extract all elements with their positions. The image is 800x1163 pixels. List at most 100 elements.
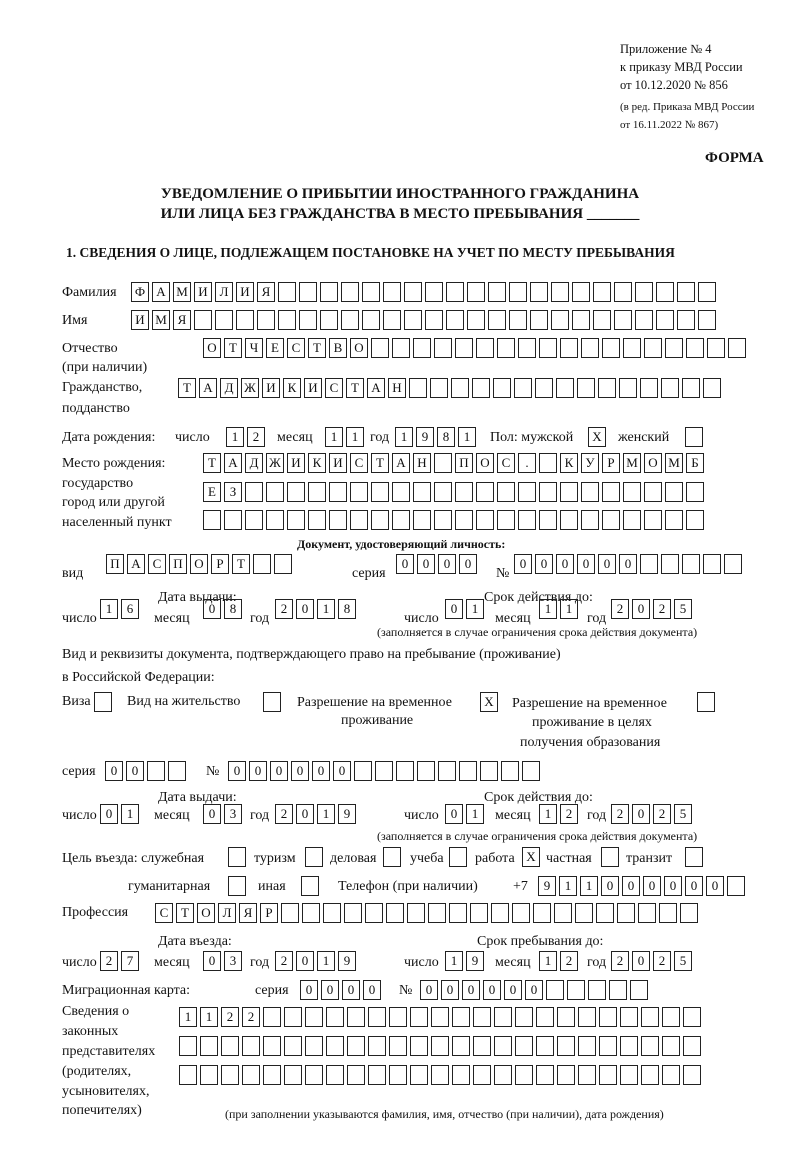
char-cell[interactable]: 1 (100, 599, 118, 619)
char-cell[interactable] (350, 510, 368, 530)
char-cell[interactable] (665, 482, 683, 502)
char-cell[interactable] (455, 338, 473, 358)
char-cell[interactable]: И (304, 378, 322, 398)
char-cell[interactable] (683, 1036, 701, 1056)
char-cell[interactable]: Л (218, 903, 236, 923)
char-cell[interactable] (308, 510, 326, 530)
char-cell[interactable]: 2 (100, 951, 118, 971)
char-cell[interactable]: О (197, 903, 215, 923)
char-cell[interactable] (362, 282, 380, 302)
char-cell[interactable]: 8 (224, 599, 242, 619)
char-cell[interactable] (644, 338, 662, 358)
char-cell[interactable] (278, 282, 296, 302)
char-cell[interactable]: 2 (275, 599, 293, 619)
char-cell[interactable]: 1 (539, 951, 557, 971)
char-cell[interactable]: 2 (560, 804, 578, 824)
char-cell[interactable] (494, 1036, 512, 1056)
char-cell[interactable] (685, 847, 703, 867)
char-cell[interactable]: 0 (622, 876, 640, 896)
char-cell[interactable] (599, 1007, 617, 1027)
char-cell[interactable]: 1 (395, 427, 413, 447)
char-cell[interactable]: 2 (221, 1007, 239, 1027)
char-cell[interactable] (236, 310, 254, 330)
char-cell[interactable]: 2 (275, 951, 293, 971)
char-cell[interactable]: 0 (321, 980, 339, 1000)
char-cell[interactable] (375, 761, 393, 781)
char-cell[interactable]: Т (346, 378, 364, 398)
char-cell[interactable]: 1 (317, 804, 335, 824)
char-cell[interactable] (578, 1036, 596, 1056)
legal-rep-field[interactable] (179, 1065, 701, 1085)
char-cell[interactable] (347, 1065, 365, 1085)
char-cell[interactable]: 0 (664, 876, 682, 896)
char-cell[interactable]: С (325, 378, 343, 398)
char-cell[interactable]: И (236, 282, 254, 302)
char-cell[interactable]: 0 (126, 761, 144, 781)
char-cell[interactable]: 2 (247, 427, 265, 447)
char-cell[interactable] (257, 310, 275, 330)
char-cell[interactable] (284, 1065, 302, 1085)
char-cell[interactable] (476, 482, 494, 502)
char-cell[interactable] (623, 510, 641, 530)
char-cell[interactable] (509, 310, 527, 330)
char-cell[interactable] (194, 310, 212, 330)
char-cell[interactable] (389, 1007, 407, 1027)
char-cell[interactable] (368, 1007, 386, 1027)
char-cell[interactable] (341, 310, 359, 330)
char-cell[interactable]: 1 (466, 804, 484, 824)
char-cell[interactable]: 2 (611, 951, 629, 971)
char-cell[interactable] (473, 1036, 491, 1056)
char-cell[interactable] (404, 310, 422, 330)
purpose-tourism-checkbox[interactable] (305, 847, 323, 867)
char-cell[interactable] (578, 1007, 596, 1027)
char-cell[interactable] (326, 1007, 344, 1027)
char-cell[interactable]: 0 (445, 804, 463, 824)
char-cell[interactable] (697, 692, 715, 712)
char-cell[interactable]: И (329, 453, 347, 473)
char-cell[interactable]: А (224, 453, 242, 473)
char-cell[interactable] (551, 282, 569, 302)
char-cell[interactable] (94, 692, 112, 712)
char-cell[interactable] (386, 903, 404, 923)
char-cell[interactable]: 0 (363, 980, 381, 1000)
char-cell[interactable]: 0 (333, 761, 351, 781)
char-cell[interactable]: Ч (245, 338, 263, 358)
char-cell[interactable]: 0 (396, 554, 414, 574)
char-cell[interactable] (179, 1036, 197, 1056)
char-cell[interactable] (620, 1065, 638, 1085)
char-cell[interactable] (662, 1007, 680, 1027)
char-cell[interactable]: П (106, 554, 124, 574)
char-cell[interactable]: 0 (577, 554, 595, 574)
char-cell[interactable] (551, 310, 569, 330)
char-cell[interactable]: 2 (611, 599, 629, 619)
char-cell[interactable] (560, 482, 578, 502)
char-cell[interactable] (497, 510, 515, 530)
char-cell[interactable] (554, 903, 572, 923)
char-cell[interactable] (539, 338, 557, 358)
residence-checkbox[interactable] (263, 692, 281, 712)
char-cell[interactable] (530, 282, 548, 302)
char-cell[interactable] (224, 510, 242, 530)
char-cell[interactable]: 0 (556, 554, 574, 574)
char-cell[interactable] (455, 482, 473, 502)
char-cell[interactable] (707, 338, 725, 358)
char-cell[interactable]: 0 (203, 951, 221, 971)
char-cell[interactable] (407, 903, 425, 923)
char-cell[interactable] (581, 482, 599, 502)
char-cell[interactable] (368, 1065, 386, 1085)
char-cell[interactable]: 6 (121, 599, 139, 619)
